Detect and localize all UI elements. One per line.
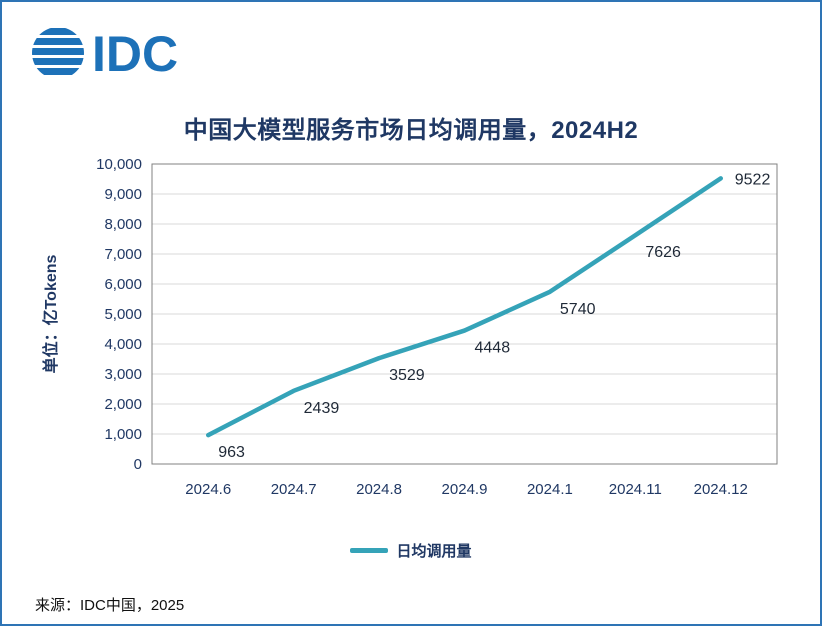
svg-text:3529: 3529 <box>389 367 425 384</box>
svg-text:10,000: 10,000 <box>96 156 142 173</box>
svg-text:963: 963 <box>218 444 245 461</box>
svg-text:2024.8: 2024.8 <box>356 481 402 498</box>
source-text: 来源：IDC中国，2025 <box>35 597 185 614</box>
svg-text:9522: 9522 <box>735 171 771 188</box>
idc-logo-text: IDC <box>92 26 178 82</box>
svg-text:2024.12: 2024.12 <box>694 481 748 498</box>
svg-text:4,000: 4,000 <box>104 336 142 353</box>
svg-text:9,000: 9,000 <box>104 186 142 203</box>
svg-text:7,000: 7,000 <box>104 246 142 263</box>
globe-icon <box>32 28 84 75</box>
svg-text:3,000: 3,000 <box>104 366 142 383</box>
svg-text:5740: 5740 <box>560 301 596 318</box>
legend: 日均调用量 <box>2 540 820 561</box>
svg-text:5,000: 5,000 <box>104 306 142 323</box>
svg-text:2024.1: 2024.1 <box>527 481 573 498</box>
svg-text:2024.6: 2024.6 <box>185 481 231 498</box>
svg-text:单位：亿Tokens: 单位：亿Tokens <box>41 254 60 373</box>
svg-text:2024.9: 2024.9 <box>442 481 488 498</box>
svg-text:2024.7: 2024.7 <box>271 481 317 498</box>
svg-text:2439: 2439 <box>304 400 340 417</box>
svg-text:6,000: 6,000 <box>104 276 142 293</box>
svg-text:0: 0 <box>134 456 142 473</box>
legend-label: 日均调用量 <box>396 543 472 560</box>
line-chart: 0 1,000 2,000 3,000 4,000 5,000 6,000 7,000 8,00… <box>41 156 778 498</box>
idc-logo: IDC <box>30 22 200 84</box>
svg-text:4448: 4448 <box>475 340 511 357</box>
svg-text:1,000: 1,000 <box>104 426 142 443</box>
svg-text:8,000: 8,000 <box>104 216 142 233</box>
legend-line-marker <box>350 548 389 553</box>
chart-title: 中国大模型服务市场日均调用量，2024H2 <box>183 117 639 144</box>
idc-logo-graphic: IDC <box>32 26 178 82</box>
svg-text:2024.11: 2024.11 <box>609 481 662 498</box>
svg-text:7626: 7626 <box>645 244 681 261</box>
svg-text:2,000: 2,000 <box>104 396 142 413</box>
